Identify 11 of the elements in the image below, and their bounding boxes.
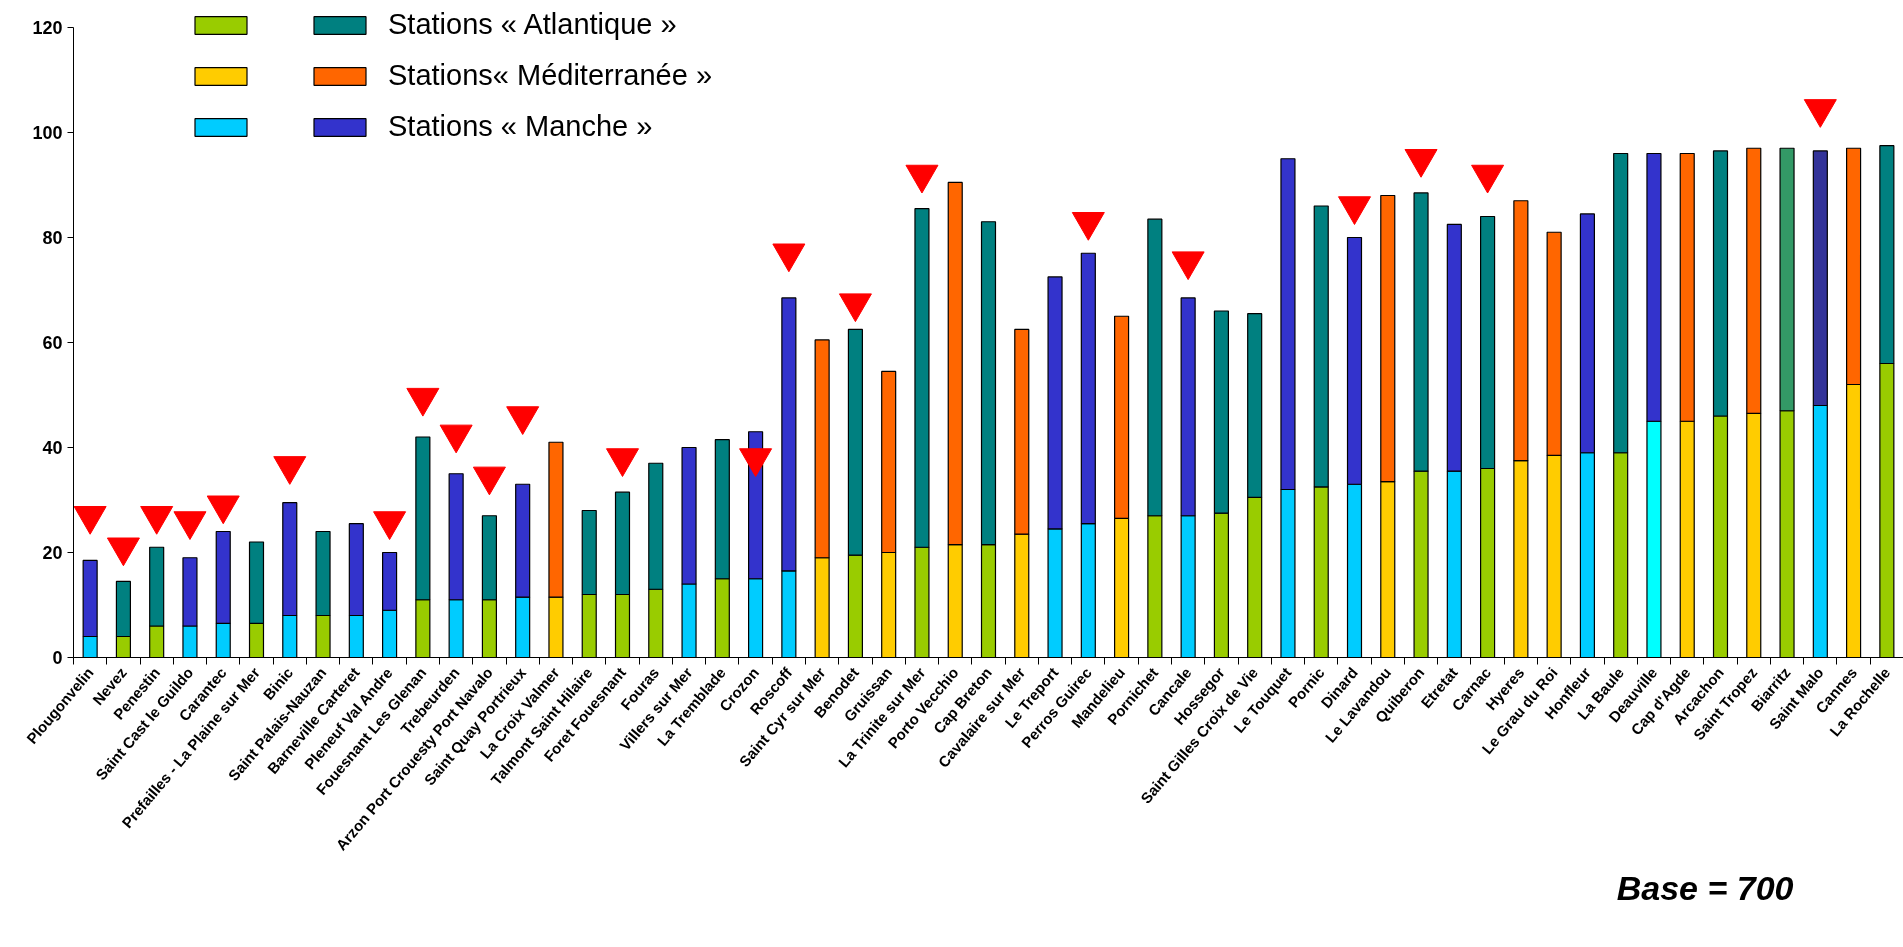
legend-label: Stations« Méditerranée » [388, 59, 713, 92]
y-tick-label: 120 [32, 18, 63, 38]
legend-label: Stations « Manche » [388, 110, 653, 143]
y-tick-label: 20 [42, 543, 63, 563]
y-tick-label: 80 [42, 228, 63, 248]
y-tick-label: 0 [52, 648, 63, 668]
legend-label: Stations « Atlantique » [388, 8, 677, 41]
y-tick-label: 60 [42, 333, 63, 353]
y-tick-label: 100 [32, 123, 63, 143]
y-tick-label: 40 [42, 438, 63, 458]
text: Base = 700 [1616, 868, 1794, 907]
